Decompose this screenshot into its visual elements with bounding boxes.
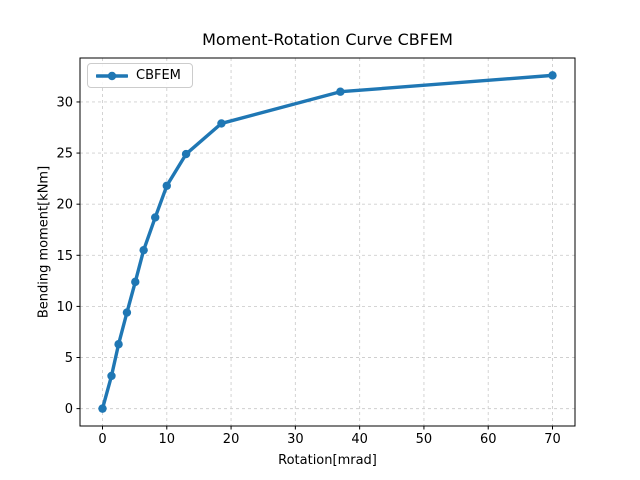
data-point-marker [336,87,345,96]
data-point-marker [139,245,148,255]
x-tick-label: 0 [98,432,106,447]
y-tick-label: 20 [56,198,73,213]
legend-line-marker-icon [96,71,128,80]
data-point-marker [131,277,140,287]
data-point-marker [114,340,123,349]
data-point-marker [548,71,557,80]
x-tick-label: 20 [223,432,240,447]
x-tick-label: 50 [416,432,433,447]
x-tick-label: 60 [480,432,497,447]
axes-spines [79,57,576,427]
data-point-marker [217,119,226,128]
x-tick-label: 30 [287,432,304,447]
x-tick-label: 10 [159,432,176,447]
y-tick-label: 15 [56,249,73,264]
data-point-marker [107,371,116,381]
y-tick-label: 30 [56,95,73,110]
y-tick-label: 25 [56,147,73,162]
y-axis-label: Bending moment[kNm] [36,165,52,319]
y-tick-label: 0 [65,402,73,417]
data-point-marker [151,213,160,222]
data-point-marker [162,181,171,190]
y-tick-label: 5 [65,351,73,366]
data-point-marker [122,308,132,317]
data-point-marker [98,404,107,413]
x-tick-label: 40 [351,432,368,447]
chart-title: Moment-Rotation Curve CBFEM [202,30,453,49]
legend-label: CBFEM [136,68,181,83]
data-point-marker [181,149,191,159]
series-line [100,73,555,411]
legend: CBFEM [87,63,193,88]
x-tick-label: 70 [544,432,561,447]
y-tick-label: 10 [56,300,73,315]
x-axis-label: Rotation[mrad] [278,453,377,468]
